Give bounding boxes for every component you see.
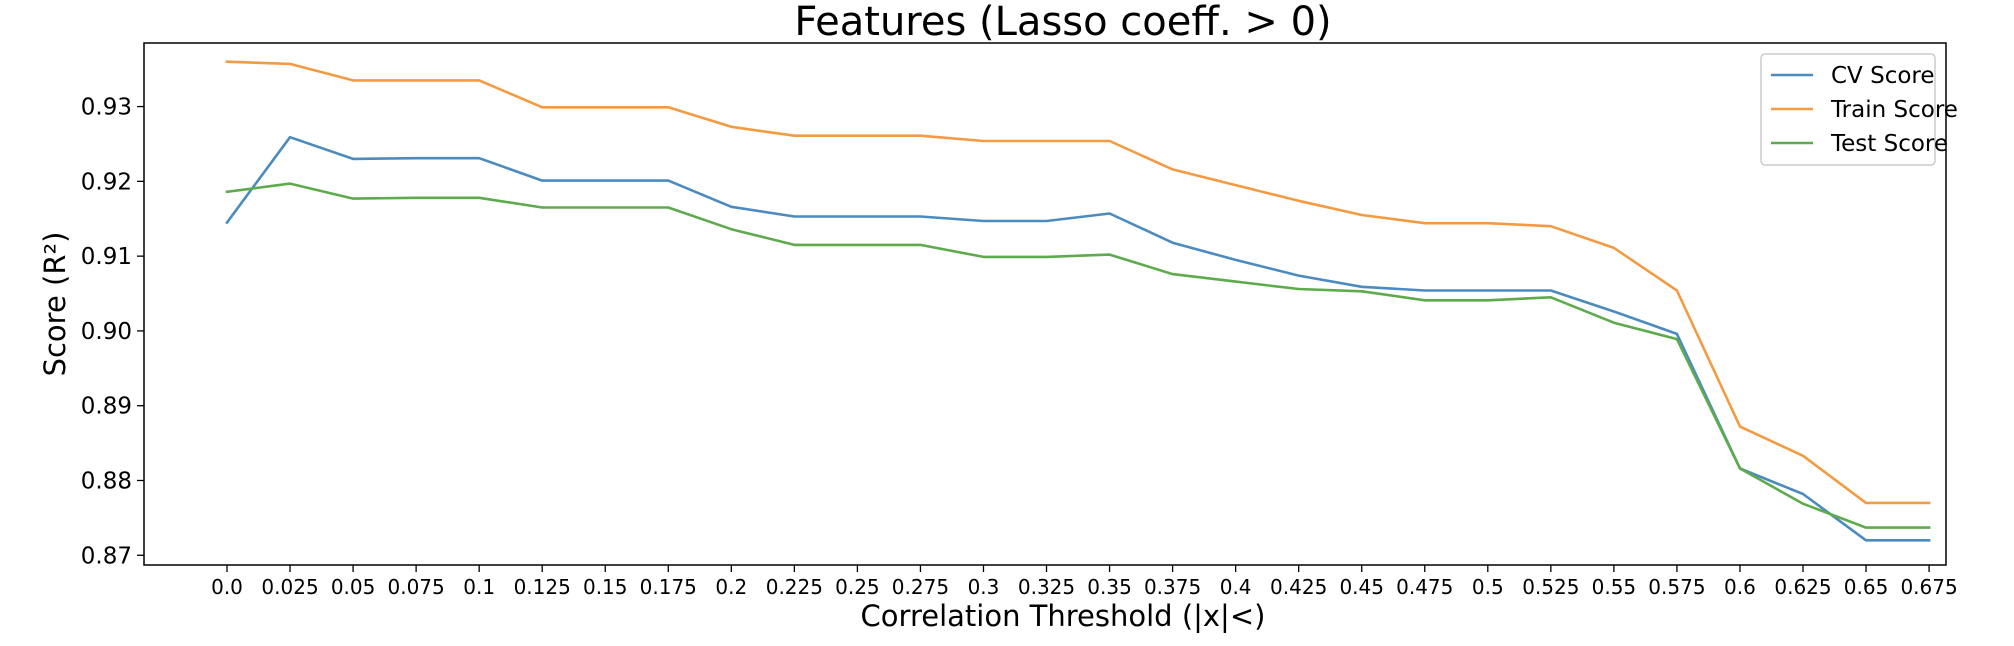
x-tick-label: 0.475 — [1396, 575, 1453, 599]
y-tick-label: 0.89 — [81, 394, 132, 420]
x-tick-label: 0.1 — [463, 575, 495, 599]
x-tick-label: 0.125 — [514, 575, 571, 599]
x-tick-label: 0.5 — [1472, 575, 1504, 599]
x-tick-label: 0.575 — [1648, 575, 1705, 599]
x-tick-label: 0.05 — [331, 575, 376, 599]
legend-label: Test Score — [1830, 131, 1948, 157]
legend-frame — [1760, 53, 1936, 166]
x-axis: 0.0 0.025 0.05 0.075 0.1 0.125 0.15 0.175 0.2 0.2… — [211, 565, 1958, 599]
x-tick-label: 0.6 — [1724, 575, 1756, 599]
x-tick-label: 0.25 — [835, 575, 880, 599]
x-tick-label: 0.55 — [1592, 575, 1637, 599]
x-tick-label: 0.375 — [1144, 575, 1201, 599]
chart-title: Features (Lasso coeff. > 0) — [794, 0, 1331, 45]
x-tick-label: 0.075 — [387, 575, 444, 599]
x-tick-label: 0.35 — [1087, 575, 1132, 599]
series-line-train-score — [225, 60, 1931, 505]
x-tick-label: 0.45 — [1339, 575, 1384, 599]
series-line-cv-score — [225, 135, 1931, 542]
series-layer — [225, 60, 1931, 542]
x-axis-label: Correlation Threshold (|x|<) — [861, 599, 1266, 633]
x-tick-label: 0.2 — [715, 575, 747, 599]
y-axis: 0.87 0.88 0.89 0.90 0.91 0.92 0.93 — [81, 95, 144, 569]
x-tick-label: 0.425 — [1270, 575, 1327, 599]
plot-frame — [143, 42, 1947, 566]
y-tick-label: 0.90 — [81, 319, 132, 345]
x-tick-label: 0.0 — [211, 575, 243, 599]
x-tick-label: 0.275 — [892, 575, 949, 599]
x-tick-label: 0.625 — [1774, 575, 1831, 599]
x-tick-label: 0.675 — [1900, 575, 1957, 599]
y-tick-label: 0.87 — [81, 543, 132, 569]
x-tick-label: 0.525 — [1522, 575, 1579, 599]
y-tick-label: 0.92 — [81, 169, 132, 195]
x-tick-label: 0.65 — [1844, 575, 1889, 599]
x-tick-label: 0.15 — [583, 575, 628, 599]
x-tick-label: 0.025 — [261, 575, 318, 599]
x-tick-label: 0.3 — [968, 575, 1000, 599]
series-line-test-score — [225, 182, 1931, 529]
x-tick-label: 0.325 — [1018, 575, 1075, 599]
x-tick-label: 0.225 — [766, 575, 823, 599]
legend: CV Score Train Score Test Score — [1760, 53, 1958, 166]
x-tick-label: 0.4 — [1220, 575, 1252, 599]
y-tick-label: 0.88 — [81, 468, 132, 494]
legend-label: CV Score — [1831, 63, 1935, 89]
y-axis-label: Score (R²) — [38, 232, 72, 377]
y-tick-label: 0.91 — [81, 244, 132, 270]
x-tick-label: 0.175 — [640, 575, 697, 599]
y-tick-label: 0.93 — [81, 95, 132, 121]
legend-label: Train Score — [1830, 97, 1958, 123]
